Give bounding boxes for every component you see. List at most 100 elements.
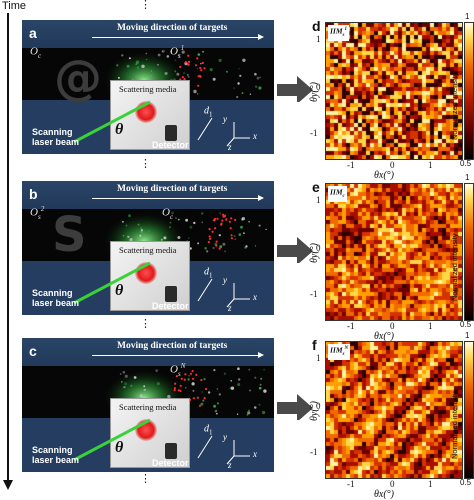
axis-x: x	[253, 292, 257, 302]
map-label: IIMsN	[328, 344, 351, 360]
laser-beam	[73, 261, 151, 305]
setup-panel-b: b Moving direction of targets S Os2 Oc Scatte…	[22, 181, 274, 315]
speckle-image	[326, 23, 462, 159]
y-axis-title: θy(°)	[309, 81, 320, 102]
colorbar	[464, 341, 474, 479]
target-glyph: S	[52, 207, 87, 263]
laser-beam	[73, 418, 151, 462]
time-arrowhead	[3, 480, 13, 490]
object-label-left: Oc	[30, 45, 42, 60]
direction-text: Moving direction of targets	[117, 184, 228, 194]
setup-panel-a: a Moving direction of targets @ Oc Os1 Scatte…	[22, 20, 274, 154]
y-tick-label: 0	[316, 82, 321, 92]
colorbar-title: Normalized intensity	[450, 233, 459, 301]
direction-arrow	[92, 34, 264, 40]
x-tick-label: 0	[390, 479, 395, 489]
detector-label: Detector	[152, 301, 189, 311]
transition-arrow	[277, 237, 313, 263]
x-tick-label: -1	[347, 321, 355, 331]
distance-d1: d1	[204, 105, 213, 119]
panel-letter: a	[29, 25, 37, 41]
laser-overlay	[73, 100, 151, 144]
x-tick-label: -1	[347, 160, 355, 170]
angle-theta: θ	[115, 282, 124, 299]
map-letter: e	[312, 179, 320, 195]
map-label: IIMc	[328, 186, 347, 202]
colorbar-max: 1	[465, 173, 470, 182]
laser-overlay	[73, 418, 151, 462]
panel-header	[22, 20, 274, 48]
axis-y: y	[223, 432, 227, 442]
axis-y: y	[223, 275, 227, 285]
time-axis	[7, 13, 9, 481]
media-label: Scattering media	[119, 84, 177, 94]
axis-z: z	[228, 303, 232, 313]
colorbar-max: 1	[465, 12, 470, 21]
coordinate-axes	[226, 440, 250, 465]
axis-x: x	[253, 449, 257, 459]
laser-label: Scanning laser beam	[32, 445, 80, 465]
x-tick-label: 1	[428, 160, 433, 170]
y-tick-label: -1	[310, 289, 318, 299]
x-tick-label: 1	[428, 321, 433, 331]
x-tick-label: 0	[390, 160, 395, 170]
colorbar-min: 0.5	[460, 320, 472, 329]
laser-beam	[73, 100, 151, 144]
object-label-left: Os2	[30, 205, 45, 221]
colorbar	[464, 22, 474, 160]
time-label: Time	[2, 0, 27, 12]
direction-arrow	[92, 352, 264, 358]
setup-panel-c: c Moving direction of targets OsN Scatterin…	[22, 338, 274, 472]
colorbar-max: 1	[465, 331, 470, 340]
coordinate-axes	[226, 283, 250, 308]
map-letter: f	[312, 337, 317, 353]
object-label-right: Os1	[170, 44, 185, 60]
x-axis-title: θx(°)	[374, 489, 395, 500]
direction-text: Moving direction of targets	[117, 341, 228, 351]
axis-x: x	[253, 131, 257, 141]
transition-arrow	[277, 394, 313, 420]
intensity-map-e: IIMc	[325, 183, 463, 321]
ellipsis-dots: ⋮	[140, 473, 151, 485]
detector-icon	[165, 286, 177, 302]
direction-text: Moving direction of targets	[117, 23, 228, 33]
detector-label: Detector	[152, 458, 189, 468]
direction-arrow	[92, 195, 264, 201]
y-tick-label: 0	[316, 401, 321, 411]
y-tick-label: -1	[310, 447, 318, 457]
x-axis-title: θx(°)	[374, 170, 395, 181]
object-label-right: Oc	[162, 206, 174, 221]
object-label-right: OsN	[170, 362, 186, 378]
coordinate-axes	[226, 122, 250, 147]
axis-z: z	[228, 142, 232, 152]
intensity-map-f: IIMsN	[325, 341, 463, 479]
media-label: Scattering media	[119, 402, 177, 412]
target-glyph: @	[54, 50, 102, 106]
distance-d1: d1	[204, 266, 213, 280]
y-tick-label: -1	[310, 128, 318, 138]
media-label: Scattering media	[119, 245, 177, 255]
angle-theta: θ	[115, 439, 124, 456]
x-axis-title: θx(°)	[374, 331, 395, 342]
axis-z: z	[228, 460, 232, 470]
speckle-image	[326, 184, 462, 320]
detector-icon	[165, 125, 177, 141]
laser-label: Scanning laser beam	[32, 127, 80, 147]
laser-overlay	[73, 261, 151, 305]
x-tick-label: 1	[428, 479, 433, 489]
colorbar	[464, 183, 474, 321]
detector-icon	[165, 443, 177, 459]
angle-theta: θ	[115, 121, 124, 138]
y-tick-label: 0	[316, 243, 321, 253]
panel-header	[22, 181, 274, 209]
map-letter: d	[312, 18, 321, 34]
y-axis-title: θy(°)	[309, 400, 320, 421]
intensity-map-d: IIMs1	[325, 22, 463, 160]
ellipsis-dots: ⋮	[140, 318, 151, 330]
y-tick-label: 1	[316, 195, 321, 205]
colorbar-min: 0.5	[460, 478, 472, 487]
speckle-image	[326, 342, 462, 478]
colorbar-min: 0.5	[460, 159, 472, 168]
ellipsis-dots: ⋮	[140, 158, 151, 170]
y-tick-label: 1	[316, 34, 321, 44]
